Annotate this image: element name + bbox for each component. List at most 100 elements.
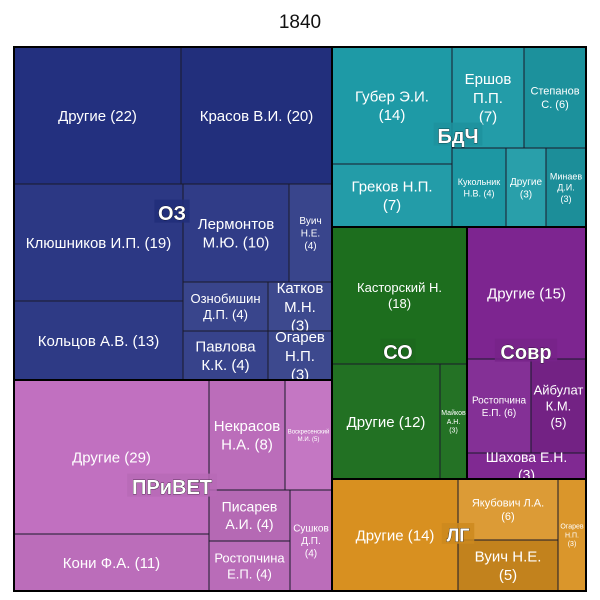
treemap-cell[interactable]: Айбулат К.М. (5) xyxy=(530,358,587,454)
treemap-cell[interactable]: Другие (22) xyxy=(13,46,182,185)
treemap-cell[interactable]: Другие (14) xyxy=(331,478,459,592)
treemap-cell-label: Вуич Н.Е. (5) xyxy=(475,548,542,584)
treemap-cell[interactable]: Вуич Н.Е. (4) xyxy=(288,183,333,283)
treemap-cell[interactable]: Ознобишин Д.П. (4) xyxy=(182,281,269,332)
treemap-cell[interactable]: Воскресенский М.И. (5) xyxy=(284,379,333,491)
treemap-group-label: ЛГ xyxy=(441,523,475,546)
treemap-cell-rect[interactable] xyxy=(182,281,269,332)
treemap-group-label: Совр xyxy=(494,338,558,364)
treemap-cell[interactable]: Ростопчина Е.П. (4) xyxy=(208,540,291,592)
treemap-cell-label: Писарев А.И. (4) xyxy=(222,499,278,533)
svg-text:ПРиВЕТ: ПРиВЕТ xyxy=(132,477,212,499)
treemap-cell-label: Касторский Н. (18) xyxy=(357,280,442,311)
treemap-cell-rect[interactable] xyxy=(13,379,210,535)
treemap-cell-rect[interactable] xyxy=(466,358,532,454)
treemap-cell[interactable]: Огарев Н.П. (3) xyxy=(557,478,587,592)
treemap-cell-label: Кукольник Н.В. (4) xyxy=(458,177,501,198)
treemap-cell-label: Красов В.И. (20) xyxy=(200,108,314,125)
treemap-cell[interactable]: Шахова Е.Н. (3) xyxy=(466,449,587,483)
treemap-cell-label: Другие (29) xyxy=(72,449,151,466)
treemap-cell[interactable]: Лермонтов М.Ю. (10) xyxy=(182,183,290,283)
treemap-cell-rect[interactable] xyxy=(208,379,286,491)
treemap-cell[interactable]: Степанов С. (6) xyxy=(523,46,587,149)
treemap-cell-label: Клюшников И.П. (19) xyxy=(26,235,171,252)
treemap-cell-rect[interactable] xyxy=(331,478,459,592)
chart-title: 1840 xyxy=(278,12,322,33)
treemap-cell-label: Другие (3) xyxy=(510,177,542,201)
treemap-cell-label: Ознобишин Д.П. (4) xyxy=(190,291,260,322)
treemap-cell-label: Лермонтов М.Ю. (10) xyxy=(198,216,275,252)
treemap-cell-label: Кони Ф.А. (11) xyxy=(63,555,160,572)
treemap-cell-rect[interactable] xyxy=(288,183,333,283)
treemap-cell-rect[interactable] xyxy=(466,452,587,480)
treemap-cell-rect[interactable] xyxy=(208,489,291,542)
treemap-cell-rect[interactable] xyxy=(289,489,333,592)
treemap-cell[interactable]: Красов В.И. (20) xyxy=(180,46,333,185)
treemap-group: Другие (15) Ростопчина Е.П. (6) Айбулат К.М.… xyxy=(466,226,587,483)
treemap-cell[interactable]: Катков М.Н. (3) xyxy=(267,280,333,335)
treemap-cell-rect[interactable] xyxy=(331,163,453,228)
treemap-cell[interactable]: Некрасов Н.А. (8) xyxy=(208,379,286,491)
treemap-cell[interactable]: Сушков Д.П. (4) xyxy=(289,489,333,592)
treemap-cell-label: Майков А.Н. (3) xyxy=(441,409,466,435)
treemap-cell-rect[interactable] xyxy=(182,330,269,381)
treemap-cell-label: Ростопчина Е.П. (6) xyxy=(472,395,527,419)
treemap-cell-rect[interactable] xyxy=(545,147,587,228)
treemap-cell-label: Степанов С. (6) xyxy=(530,85,579,111)
treemap-group: Губер Э.И. (14) Ершов П.П. (7) Степанов С. (6)… xyxy=(331,46,587,228)
treemap-group: Другие (14) Якубович Л.А. (6) Вуич Н.Е. (5) О… xyxy=(331,478,587,592)
treemap-cell-label: Павлова К.К. (4) xyxy=(195,338,256,374)
treemap-group-label: СО xyxy=(380,338,416,364)
treemap-group-label: БдЧ xyxy=(433,122,483,148)
treemap-cell-label: Другие (15) xyxy=(487,285,566,302)
treemap-cell-rect[interactable] xyxy=(451,147,507,228)
treemap-cell-label: Сушков Д.П. (4) xyxy=(293,524,329,560)
treemap-cell-rect[interactable] xyxy=(557,478,587,592)
treemap-cell-label: Минаев Д.И. (3) xyxy=(550,171,583,204)
treemap-cell-label: Ершов П.П. (7) xyxy=(465,71,512,126)
treemap-cell[interactable]: Огарев Н.П. (3) xyxy=(267,329,333,384)
treemap-cell[interactable]: Другие (15) xyxy=(466,226,587,360)
treemap-cell-label: Губер Э.И. (14) xyxy=(355,88,429,124)
treemap-cell[interactable]: Другие (3) xyxy=(505,147,547,228)
svg-text:ОЗ: ОЗ xyxy=(158,203,186,225)
treemap-cell-rect[interactable] xyxy=(182,183,290,283)
treemap-cell[interactable]: Якубович Л.А. (6) xyxy=(457,478,559,541)
treemap-cell-rect[interactable] xyxy=(457,539,559,592)
treemap-cell-rect[interactable] xyxy=(267,330,333,381)
treemap-cell-label: Вуич Н.Е. (4) xyxy=(299,216,321,252)
treemap-cell-label: Некрасов Н.А. (8) xyxy=(214,418,280,454)
treemap-group-label: ОЗ xyxy=(154,199,190,225)
treemap-cell[interactable]: Писарев А.И. (4) xyxy=(208,489,291,542)
treemap-cell[interactable]: Ростопчина Е.П. (6) xyxy=(466,358,532,454)
treemap-cell-label: Якубович Л.А. (6) xyxy=(472,497,544,523)
treemap-group: Касторский Н. (18) Другие (12) Майков А.Н. (3… xyxy=(331,226,468,480)
treemap-cell[interactable]: Другие (12) xyxy=(331,363,441,480)
treemap-cell-label: Другие (12) xyxy=(347,414,426,431)
treemap-cell[interactable]: Греков Н.П. (7) xyxy=(331,163,453,228)
svg-text:Совр: Совр xyxy=(500,342,551,364)
treemap-cell-label: Ростопчина Е.П. (4) xyxy=(214,550,285,581)
treemap-cell-rect[interactable] xyxy=(457,478,559,541)
treemap-cell-rect[interactable] xyxy=(13,533,210,592)
treemap-cell[interactable]: Вуич Н.Е. (5) xyxy=(457,539,559,592)
treemap-cell[interactable]: Кукольник Н.В. (4) xyxy=(451,147,507,228)
treemap-cell-label: Катков М.Н. (3) xyxy=(277,280,324,335)
treemap-cell[interactable]: Другие (29) xyxy=(13,379,210,535)
treemap-cell-label: Другие (22) xyxy=(58,108,137,125)
treemap-cell[interactable]: Губер Э.И. (14) xyxy=(331,46,453,165)
treemap-cell-rect[interactable] xyxy=(523,46,587,149)
treemap-group-label: ПРиВЕТ xyxy=(127,473,217,499)
treemap-cell-rect[interactable] xyxy=(331,46,453,165)
treemap-cell-rect[interactable] xyxy=(208,540,291,592)
treemap-cell-rect[interactable] xyxy=(505,147,547,228)
treemap-group: Другие (29) Некрасов Н.А. (8) Воскресенский… xyxy=(13,379,333,592)
svg-text:ЛГ: ЛГ xyxy=(447,525,470,545)
treemap-cell-rect[interactable] xyxy=(13,300,184,381)
treemap-cell[interactable]: Минаев Д.И. (3) xyxy=(545,147,587,228)
treemap-cell[interactable]: Кольцов А.В. (13) xyxy=(13,300,184,381)
treemap-cell[interactable]: Майков А.Н. (3) xyxy=(439,363,468,480)
treemap-cell[interactable]: Кони Ф.А. (11) xyxy=(13,533,210,592)
treemap-cell[interactable]: Павлова К.К. (4) xyxy=(182,330,269,381)
treemap-cell-label: Другие (14) xyxy=(356,527,435,544)
